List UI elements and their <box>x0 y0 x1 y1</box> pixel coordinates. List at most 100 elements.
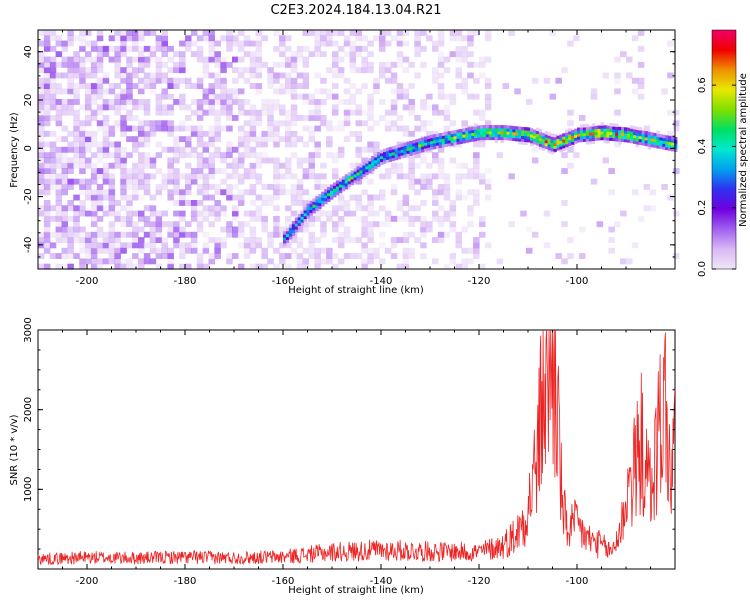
y-tick-label: -40 <box>23 237 34 253</box>
spectrogram-cell <box>67 205 74 212</box>
spectrogram-cell <box>379 258 386 265</box>
spectrogram-cell <box>608 237 615 243</box>
spectrogram-cell <box>332 61 339 68</box>
spectrogram-cell <box>443 194 451 201</box>
signal-track-cell <box>518 132 522 136</box>
spectrogram-cell <box>208 93 215 100</box>
x-tick-label: -200 <box>76 576 99 587</box>
spectrogram-cell <box>314 35 321 42</box>
spectrogram-cell <box>67 99 74 105</box>
signal-track-cell <box>318 199 322 204</box>
signal-track-cell <box>594 137 598 141</box>
spectrogram-cell <box>79 30 86 36</box>
signal-track-cell <box>456 135 460 139</box>
spectrogram-cell <box>167 194 174 201</box>
spectrogram-cell <box>132 67 139 74</box>
signal-track-cell <box>650 135 654 139</box>
spectrogram-cell <box>437 173 445 180</box>
spectrogram-cell <box>102 231 110 238</box>
spectrogram-cell <box>302 125 310 132</box>
spectrogram-cell <box>38 115 45 121</box>
spectrogram-cell <box>220 77 227 84</box>
signal-track-cell <box>359 175 363 180</box>
spectrogram-cell <box>79 226 86 233</box>
spectrogram-cell <box>296 237 304 243</box>
spectrogram-cell <box>296 258 304 265</box>
spectrogram-cell <box>337 231 345 238</box>
spectrogram-cell <box>85 83 92 89</box>
spectrogram-cell <box>296 263 304 270</box>
spectrogram-cell <box>108 205 116 212</box>
signal-track-cell <box>629 125 634 129</box>
signal-track-cell <box>662 146 666 150</box>
spectrogram-cell <box>408 61 415 68</box>
signal-track-cell <box>562 142 566 146</box>
spectrogram-cell <box>367 109 374 116</box>
spectrogram-cell <box>226 173 233 180</box>
signal-track-cell <box>500 139 504 143</box>
signal-track-cell <box>535 127 540 132</box>
signal-track-cell <box>565 129 569 133</box>
signal-track-cell <box>635 129 640 133</box>
signal-track-cell <box>535 139 540 143</box>
spectrogram-cell <box>261 194 268 201</box>
spectrogram-cell <box>402 88 410 95</box>
signal-track-cell <box>568 131 572 135</box>
signal-track-cell <box>544 131 549 135</box>
signal-track-cell <box>494 133 499 138</box>
spectrogram-cell <box>208 30 215 36</box>
spectrogram-cell <box>426 93 433 100</box>
spectrogram-cell <box>508 221 515 228</box>
signal-track-cell <box>285 230 290 235</box>
spectrogram-cell <box>314 247 321 254</box>
spectrogram-cell <box>643 184 651 190</box>
spectrogram-cell <box>326 247 333 254</box>
spectrogram-cell <box>332 157 339 164</box>
spectrogram-cell <box>220 226 227 233</box>
spectrogram-cell <box>290 115 298 121</box>
spectrogram-cell <box>90 168 98 174</box>
signal-track-cell <box>350 181 354 186</box>
spectrogram-cell <box>96 173 104 180</box>
spectrogram-cell <box>237 173 245 180</box>
spectrogram-cell <box>143 77 151 84</box>
spectrogram-cell <box>108 88 116 95</box>
spectrogram-cell <box>49 104 57 111</box>
signal-track-cell <box>671 142 675 146</box>
spectrogram-cell <box>108 162 116 169</box>
spectrogram-cell <box>190 173 198 180</box>
spectrogram-cell <box>384 109 392 116</box>
spectrogram-cell <box>255 178 263 185</box>
signal-track-cell <box>288 233 293 237</box>
signal-track-cell <box>609 137 613 141</box>
signal-track-cell <box>456 138 460 142</box>
spectrogram-cell <box>449 35 457 42</box>
spectrogram-cell <box>273 141 280 148</box>
signal-track-cell <box>612 134 616 139</box>
spectrogram-cell <box>379 30 386 36</box>
signal-track-cell <box>556 135 560 139</box>
spectrogram-cell <box>279 231 286 238</box>
spectrogram-cell <box>443 109 451 116</box>
signal-track-cell <box>668 147 672 151</box>
spectrogram-cell <box>420 200 427 206</box>
spectrogram-cell <box>190 247 198 254</box>
spectrogram-cell <box>138 67 145 74</box>
spectrogram-cell <box>367 146 374 153</box>
spectrogram-cell <box>326 125 333 132</box>
spectrogram-cell <box>626 258 633 265</box>
spectrogram-cell <box>390 77 398 84</box>
signal-track-cell <box>527 136 531 140</box>
signal-track-cell <box>585 141 590 145</box>
signal-track-cell <box>403 142 407 146</box>
spectrogram-cell <box>73 162 80 169</box>
spectrogram-cell <box>132 125 139 132</box>
signal-track-cell <box>341 187 346 192</box>
signal-track-cell <box>547 138 551 142</box>
spectrogram-cell <box>155 109 163 116</box>
spectrogram-cell <box>167 263 174 270</box>
spectrogram-cell <box>161 210 168 217</box>
signal-track-cell <box>309 200 313 205</box>
spectrogram-cell <box>73 35 80 42</box>
signal-track-cell <box>462 140 466 144</box>
